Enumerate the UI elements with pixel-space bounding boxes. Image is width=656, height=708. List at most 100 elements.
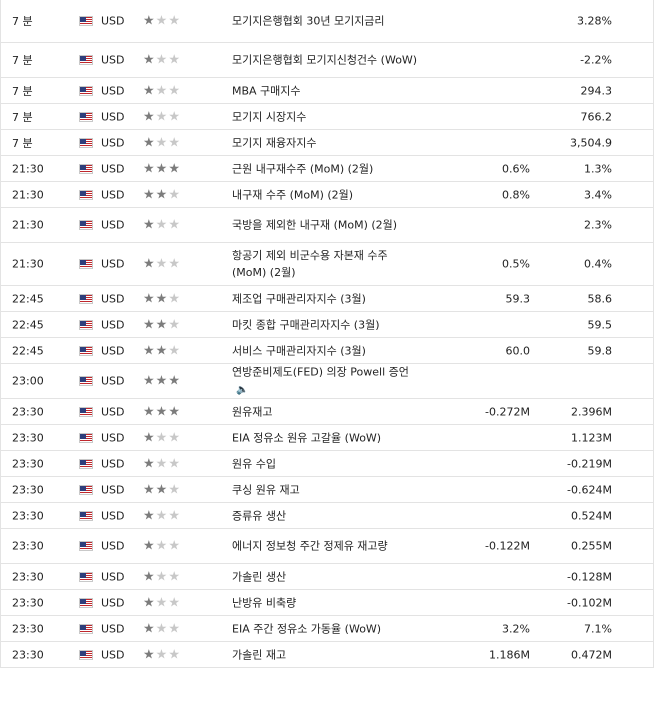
star-empty-icon: ★ [155,569,169,584]
event-name-text: 마킷 종합 구매관리자지수 (3월) [232,318,380,331]
economic-calendar: 7 분 USD ★★★ 모기지은행협회 30년 모기지금리 3.28% 7 분 USD ★★★… [0,0,654,668]
event-name[interactable]: 근원 내구재수주 (MoM) (2월) [232,160,422,177]
event-row[interactable]: 21:30 USD ★★★ 근원 내구재수주 (MoM) (2월) 0.6% 1.3% [1,156,653,182]
event-name[interactable]: 모기지은행협회 모기지신청건수 (WoW) [232,52,422,69]
forecast-value: 2.3% [584,218,612,232]
actual-value: 1.186M [489,648,530,661]
star-empty-icon: ★ [155,508,169,523]
event-time: 23:30 [12,648,44,661]
event-name[interactable]: 증류유 생산 [232,507,422,524]
event-row[interactable]: 23:30 USD ★★★ 에너지 정보청 주간 정제유 재고량 -0.122M 0.25… [1,529,653,564]
event-name-text: 모기지은행협회 모기지신청건수 (WoW) [232,53,418,67]
star-empty-icon: ★ [155,109,169,124]
star-filled-icon: ★ [155,373,169,389]
event-name[interactable]: 국방을 제외한 내구재 (MoM) (2월) [232,217,422,234]
importance-stars: ★★★ [143,162,181,175]
actual-value: 3.2% [502,622,530,635]
currency-code: USD [101,292,125,305]
currency-code: USD [101,374,125,388]
event-time: 23:30 [12,405,44,418]
event-row[interactable]: 23:30 USD ★★★ 쿠싱 원유 재고 -0.624M [1,477,653,503]
event-row[interactable]: 7 분 USD ★★★ MBA 구매지수 294.3 [1,78,653,104]
us-flag-icon [79,189,93,200]
us-flag-icon [79,55,93,65]
event-name[interactable]: 모기지 시장지수 [232,108,422,125]
currency-code: USD [101,405,125,418]
star-filled-icon: ★ [143,482,156,497]
event-name[interactable]: MBA 구매지수 [232,82,422,99]
event-name[interactable]: 쿠싱 원유 재고 [232,481,422,498]
event-row[interactable]: 23:30 USD ★★★ 원유재고 -0.272M 2.396M [1,399,653,425]
event-name[interactable]: EIA 주간 정유소 가동율 (WoW) [232,620,422,637]
forecast-value: 59.5 [587,318,613,331]
event-name[interactable]: 원유 수입 [232,455,422,472]
event-name[interactable]: 제조업 구매관리자지수 (3월) [232,290,422,307]
event-row[interactable]: 23:30 USD ★★★ 가솔린 생산 -0.128M [1,564,653,590]
star-filled-icon: ★ [143,621,156,636]
event-row[interactable]: 23:30 USD ★★★ EIA 주간 정유소 가동율 (WoW) 3.2% 7.1% [1,616,653,642]
star-empty-icon: ★ [168,109,181,124]
event-row[interactable]: 7 분 USD ★★★ 모기지 재융자지수 3,504.9 [1,130,653,156]
star-empty-icon: ★ [155,13,169,29]
event-time: 22:45 [12,292,44,305]
star-filled-icon: ★ [143,647,156,662]
event-name[interactable]: 난방유 비축량 [232,594,422,611]
event-row[interactable]: 23:00 USD ★★★ 연방준비제도(FED) 의장 Powell 증언🔈 [1,364,653,399]
event-row[interactable]: 23:30 USD ★★★ 난방유 비축량 -0.102M [1,590,653,616]
event-row[interactable]: 22:45 USD ★★★ 마킷 종합 구매관리자지수 (3월) 59.5 [1,312,653,338]
importance-stars: ★★★ [143,110,181,123]
event-name[interactable]: 모기지은행협회 30년 모기지금리 [232,13,422,30]
event-name[interactable]: 모기지 재융자지수 [232,134,422,151]
event-row[interactable]: 23:30 USD ★★★ 가솔린 재고 1.186M 0.472M [1,642,653,668]
event-name-text: 가솔린 생산 [232,570,287,583]
currency-code: USD [101,53,125,67]
event-time: 23:30 [12,483,44,496]
importance-stars: ★★★ [143,540,181,553]
event-row[interactable]: 21:30 USD ★★★ 국방을 제외한 내구재 (MoM) (2월) 2.3% [1,208,653,243]
event-row[interactable]: 21:30 USD ★★★ 내구재 수주 (MoM) (2월) 0.8% 3.4% [1,182,653,208]
speaker-icon[interactable]: 🔈 [236,384,249,396]
event-name-text: 모기지은행협회 30년 모기지금리 [232,14,385,28]
currency-code: USD [101,84,125,97]
event-name[interactable]: 에너지 정보청 주간 정제유 재고량 [232,538,422,555]
actual-value: -0.272M [485,405,530,418]
event-time: 22:45 [12,344,44,357]
event-row[interactable]: 7 분 USD ★★★ 모기지은행협회 모기지신청건수 (WoW) -2.2% [1,43,653,78]
event-name[interactable]: 원유재고 [232,403,422,420]
event-name[interactable]: 가솔린 재고 [232,646,422,663]
event-name[interactable]: 항공기 제외 비군수용 자본재 수주 (MoM) (2월) [232,247,422,281]
event-row[interactable]: 7 분 USD ★★★ 모기지 시장지수 766.2 [1,104,653,130]
event-row[interactable]: 23:30 USD ★★★ EIA 정유소 원유 고갈율 (WoW) 1.123M [1,425,653,451]
event-name-text: 국방을 제외한 내구재 (MoM) (2월) [232,218,398,232]
currency-code: USD [101,110,125,123]
importance-stars: ★★★ [143,344,181,357]
event-row[interactable]: 23:30 USD ★★★ 원유 수입 -0.219M [1,451,653,477]
currency-code: USD [101,162,125,175]
currency-code: USD [101,431,125,444]
event-row[interactable]: 22:45 USD ★★★ 제조업 구매관리자지수 (3월) 59.3 58.6 [1,286,653,312]
event-name-text: 항공기 제외 비군수용 자본재 수주 (MoM) (2월) [232,249,388,279]
us-flag-icon [79,541,93,551]
event-row[interactable]: 21:30 USD ★★★ 항공기 제외 비군수용 자본재 수주 (MoM) (2월)… [1,243,653,286]
star-filled-icon: ★ [143,161,156,176]
currency-code: USD [101,257,125,271]
forecast-value: 2.396M [571,405,612,418]
event-name[interactable]: 가솔린 생산 [232,568,422,585]
forecast-value: 59.8 [587,344,613,357]
event-row[interactable]: 23:30 USD ★★★ 증류유 생산 0.524M [1,503,653,529]
importance-stars: ★★★ [143,292,181,305]
us-flag-icon [79,376,93,386]
event-row[interactable]: 22:45 USD ★★★ 서비스 구매관리자지수 (3월) 60.0 59.8 [1,338,653,364]
star-filled-icon: ★ [155,482,169,497]
event-name[interactable]: 서비스 구매관리자지수 (3월) [232,342,422,359]
event-name[interactable]: 내구재 수주 (MoM) (2월) [232,186,422,203]
star-filled-icon: ★ [168,161,181,176]
star-filled-icon: ★ [143,52,156,68]
star-empty-icon: ★ [155,83,169,98]
event-row[interactable]: 7 분 USD ★★★ 모기지은행협회 30년 모기지금리 3.28% [1,0,653,43]
event-name[interactable]: 연방준비제도(FED) 의장 Powell 증언 🔈 [232,364,422,399]
event-name[interactable]: EIA 정유소 원유 고갈율 (WoW) [232,429,422,446]
us-flag-icon [79,163,93,174]
event-name[interactable]: 마킷 종합 구매관리자지수 (3월) [232,316,422,333]
importance-stars: ★★★ [143,258,181,271]
